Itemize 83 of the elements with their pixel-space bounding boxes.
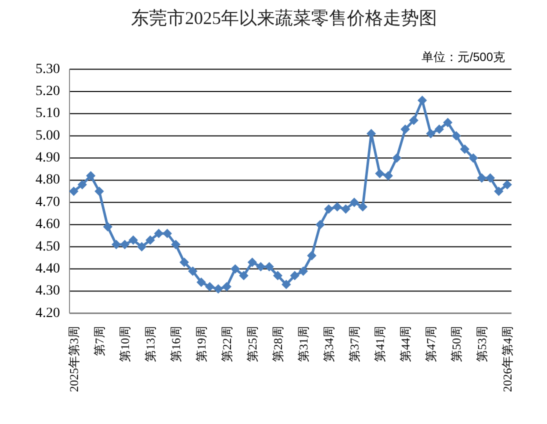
ytick: 5.10 (36, 106, 60, 122)
point (316, 220, 325, 230)
ytick: 4.70 (36, 194, 60, 210)
ytick: 5.00 (36, 128, 60, 144)
xtick: 第34周 (322, 326, 336, 362)
point (230, 264, 240, 274)
xtick: 第7周 (92, 326, 106, 356)
point (392, 154, 402, 163)
point (307, 251, 316, 260)
ytick: 5.30 (36, 62, 60, 77)
point (120, 240, 130, 250)
point (290, 271, 300, 280)
point (375, 169, 384, 178)
ytick: 4.20 (36, 306, 60, 321)
point (69, 186, 78, 196)
point (426, 129, 436, 138)
title: 东莞市2025年以来蔬菜零售价格走势图 (131, 8, 437, 28)
xtick: 2025年第3周 (66, 326, 81, 392)
point (282, 280, 291, 289)
point (137, 242, 146, 252)
point (222, 282, 232, 292)
point (103, 222, 112, 232)
ytick: 4.30 (36, 284, 60, 299)
xtick: 2026年第4周 (500, 326, 514, 392)
point (452, 131, 461, 140)
point (468, 154, 478, 163)
point (400, 124, 410, 134)
point (78, 180, 87, 190)
point (443, 118, 452, 128)
point (486, 173, 495, 182)
point (146, 236, 155, 245)
xtick: 第31周 (296, 326, 310, 362)
point (128, 236, 138, 245)
xtick: 第50周 (449, 326, 464, 362)
ytick: 4.90 (36, 150, 60, 166)
xtick: 第19周 (194, 326, 208, 362)
point (273, 271, 282, 280)
ytick: 4.40 (36, 261, 60, 276)
point (298, 266, 308, 276)
ytick: 4.80 (36, 172, 60, 188)
point (324, 204, 334, 214)
ytick: 4.50 (36, 239, 60, 254)
point (86, 171, 96, 180)
ytick: 4.60 (36, 217, 60, 232)
point (180, 258, 189, 267)
point (214, 284, 223, 294)
xtick: 第10周 (118, 326, 132, 362)
xtick: 第16周 (168, 326, 183, 362)
point (112, 240, 121, 250)
xtick: 第28周 (270, 326, 285, 362)
point (162, 228, 172, 238)
point (205, 282, 214, 292)
point (502, 180, 512, 190)
point (460, 144, 470, 154)
point (494, 186, 504, 196)
xtick: 第13周 (143, 326, 158, 362)
xtick: 第22周 (220, 326, 234, 362)
point (248, 258, 257, 267)
point (154, 228, 164, 238)
point (196, 278, 206, 287)
xtick: 第53周 (474, 326, 489, 362)
ytick: 5.20 (36, 84, 60, 99)
point (188, 266, 198, 276)
point (384, 171, 393, 180)
point (264, 262, 274, 272)
xtick: 第47周 (424, 326, 438, 362)
xtick: 第44周 (398, 326, 412, 362)
point (332, 202, 342, 212)
xtick: 第41周 (372, 326, 387, 362)
point (171, 240, 180, 250)
point (94, 186, 104, 196)
point (350, 198, 359, 207)
point (434, 124, 444, 134)
point (341, 204, 350, 214)
point (477, 173, 486, 182)
point (418, 96, 427, 105)
annotation: 单位：元/500克 (422, 50, 505, 64)
point (358, 202, 368, 212)
point (239, 271, 248, 280)
point (256, 262, 266, 272)
point (409, 116, 418, 125)
xtick: 第37周 (347, 326, 362, 362)
xtick: 第25周 (245, 326, 260, 362)
